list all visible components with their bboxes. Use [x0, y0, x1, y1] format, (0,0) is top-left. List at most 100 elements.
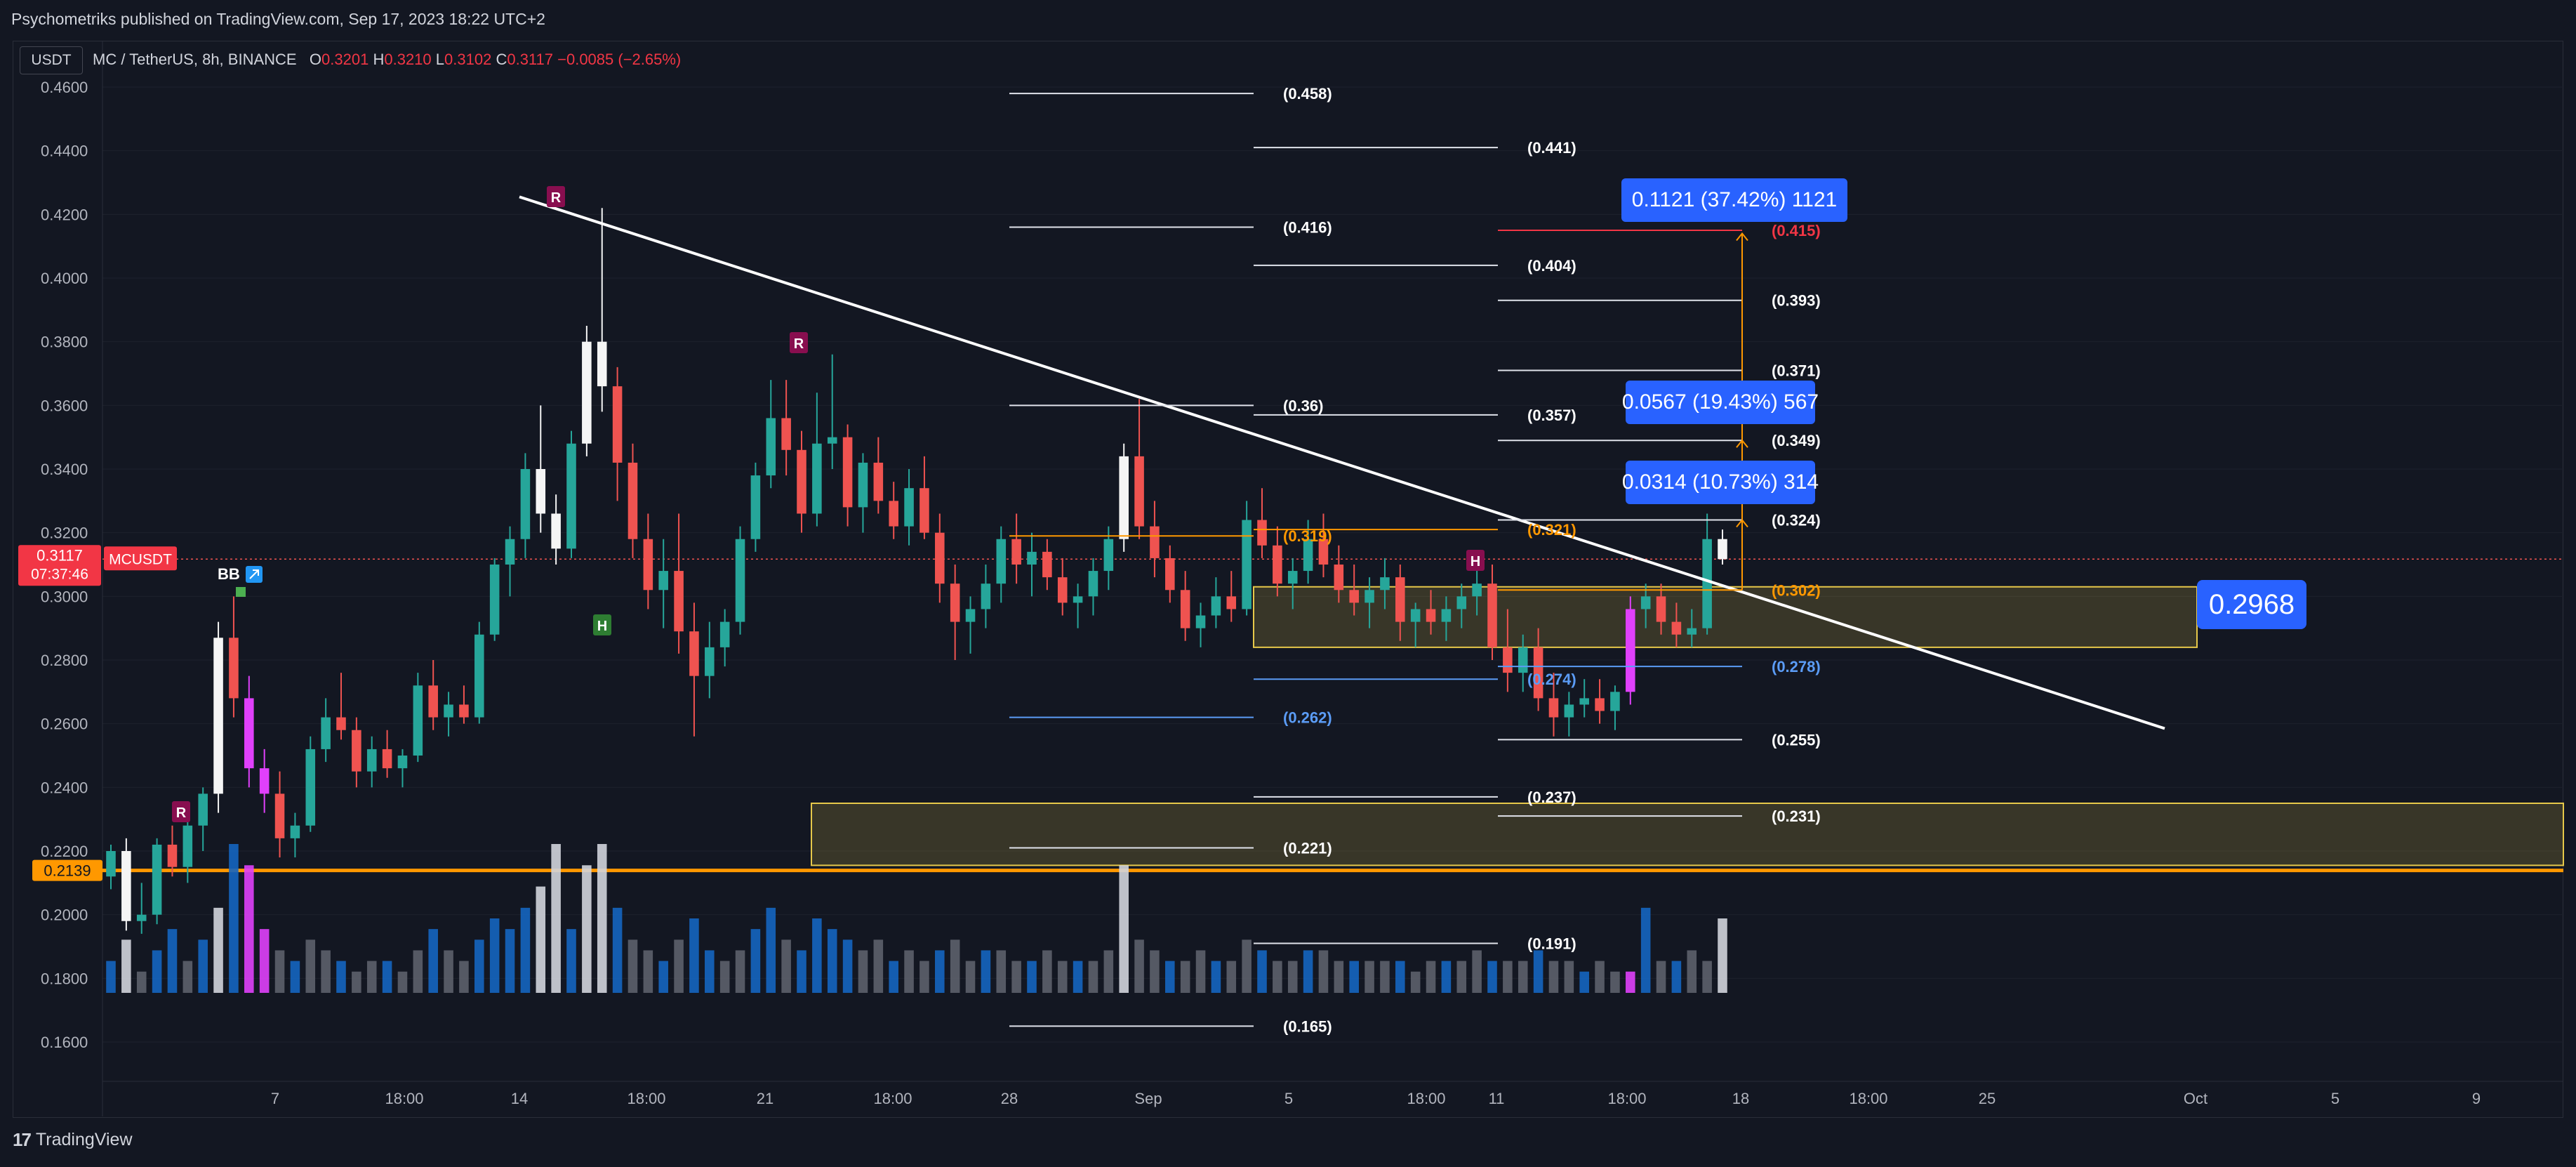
volume-bar: [136, 971, 147, 993]
footer-bar: [0, 1118, 2576, 1167]
volume-bar: [750, 929, 761, 993]
measure-arrow-head: [1736, 439, 1748, 448]
tradingview-brand-text: TradingView: [35, 1130, 133, 1149]
candle-body: [1242, 520, 1252, 609]
candle-body: [1180, 590, 1190, 628]
volume-bar: [1548, 961, 1559, 993]
time-tick-label: 18:00: [1607, 1090, 1646, 1107]
bb-green-marker: [236, 587, 246, 597]
candle-body: [705, 647, 715, 676]
candle-body: [812, 443, 822, 514]
volume-bar: [689, 918, 699, 993]
fib-a-label: (0.36): [1283, 397, 1323, 414]
volume-bar: [1640, 907, 1651, 993]
candle-body: [121, 851, 131, 921]
volume-bar: [459, 961, 469, 993]
candle-body: [1365, 590, 1374, 603]
price-tick-label: 0.3800: [41, 334, 88, 351]
low-value: 0.3102: [444, 51, 492, 68]
volume-bar: [1564, 961, 1574, 993]
time-tick-label: 7: [271, 1090, 279, 1107]
candle-body: [489, 565, 500, 635]
volume-bar: [1150, 950, 1160, 993]
candle-body: [996, 539, 1007, 584]
candle-body: [244, 698, 254, 769]
downtrend-line: [519, 195, 2165, 730]
signal-marker: [593, 614, 611, 635]
measure-label-text: 0.0567 (19.43%) 567: [1622, 390, 1819, 414]
close-value: 0.3117: [507, 51, 553, 68]
candle-body: [321, 717, 331, 749]
candle-body: [152, 844, 162, 915]
currency-selector-button[interactable]: USDT: [20, 46, 83, 74]
volume-bar: [274, 950, 285, 993]
tradingview-logo[interactable]: 17 TradingView: [13, 1129, 133, 1151]
candle-body: [336, 717, 346, 730]
symbol-legend: MC / TetherUS, 8h, BINANCE O0.3201 H0.32…: [93, 51, 681, 69]
volume-bar: [1702, 961, 1712, 993]
volume-bar: [1318, 950, 1329, 993]
candle-body: [1257, 520, 1267, 546]
symbol-price-tag: [104, 546, 177, 571]
volume-bar: [781, 939, 791, 993]
volume-bar: [873, 939, 884, 993]
volume-bar: [536, 886, 546, 993]
price-tick-label: 0.2400: [41, 779, 88, 796]
volume-bar: [1134, 939, 1144, 993]
candle-body: [428, 685, 438, 718]
time-tick-label: 18: [1732, 1090, 1749, 1107]
fib-c-label: (0.278): [1772, 658, 1821, 675]
price-tick-label: 0.1600: [41, 1034, 88, 1051]
candle-body: [352, 730, 361, 772]
candle-body: [1718, 539, 1727, 560]
candle-body: [1610, 692, 1620, 711]
last-price-tag: [18, 545, 101, 586]
volume-bar: [1195, 950, 1206, 993]
candle-body: [719, 621, 730, 647]
fib-c-label: (0.231): [1772, 807, 1821, 825]
candle-body: [1426, 609, 1436, 622]
volume-bar: [1303, 950, 1313, 993]
symbol-name[interactable]: MC / TetherUS, 8h, BINANCE: [93, 51, 297, 68]
fib-b-label: (0.274): [1527, 671, 1576, 688]
candle-body: [1318, 539, 1329, 565]
candle-body: [1287, 571, 1298, 584]
volume-bar: [444, 950, 453, 993]
candle-body: [290, 825, 300, 838]
measure-label-box: [1621, 178, 1847, 222]
price-tick-label: 0.3000: [41, 588, 88, 605]
open-value: 0.3201: [321, 51, 369, 68]
volume-bar: [505, 929, 515, 993]
time-tick-label: 18:00: [1849, 1090, 1887, 1107]
candle-body: [597, 341, 607, 387]
volume-bar: [1579, 971, 1589, 993]
candle-body: [413, 685, 423, 756]
candle-body: [1150, 526, 1160, 558]
candle-body: [382, 749, 392, 769]
time-tick-label: 21: [757, 1090, 774, 1107]
last-price-text: 0.3117: [36, 546, 83, 564]
candle-body: [658, 571, 668, 591]
price-tick-label: 0.2800: [41, 652, 88, 669]
volume-bar: [413, 950, 423, 993]
volume-bar: [628, 939, 638, 993]
bb-arrow-glyph: [249, 569, 259, 579]
volume-bar: [1610, 971, 1620, 993]
candle-body: [1103, 539, 1114, 572]
volume-bar: [1211, 961, 1221, 993]
volume-bar: [705, 950, 715, 993]
candle-body: [904, 488, 914, 527]
candle-body: [750, 475, 761, 539]
volume-bar: [797, 950, 806, 993]
signal-marker: [172, 801, 190, 822]
volume-bar: [658, 961, 668, 993]
volume-bar: [352, 971, 361, 993]
candle-body: [1211, 596, 1221, 616]
volume-bar: [735, 950, 745, 993]
time-tick-label: 18:00: [1407, 1090, 1445, 1107]
price-tick-label: 0.2600: [41, 716, 88, 733]
fib-c-label: (0.349): [1772, 432, 1821, 449]
zone-price-box: [2197, 580, 2306, 629]
candle-body: [1626, 609, 1635, 692]
